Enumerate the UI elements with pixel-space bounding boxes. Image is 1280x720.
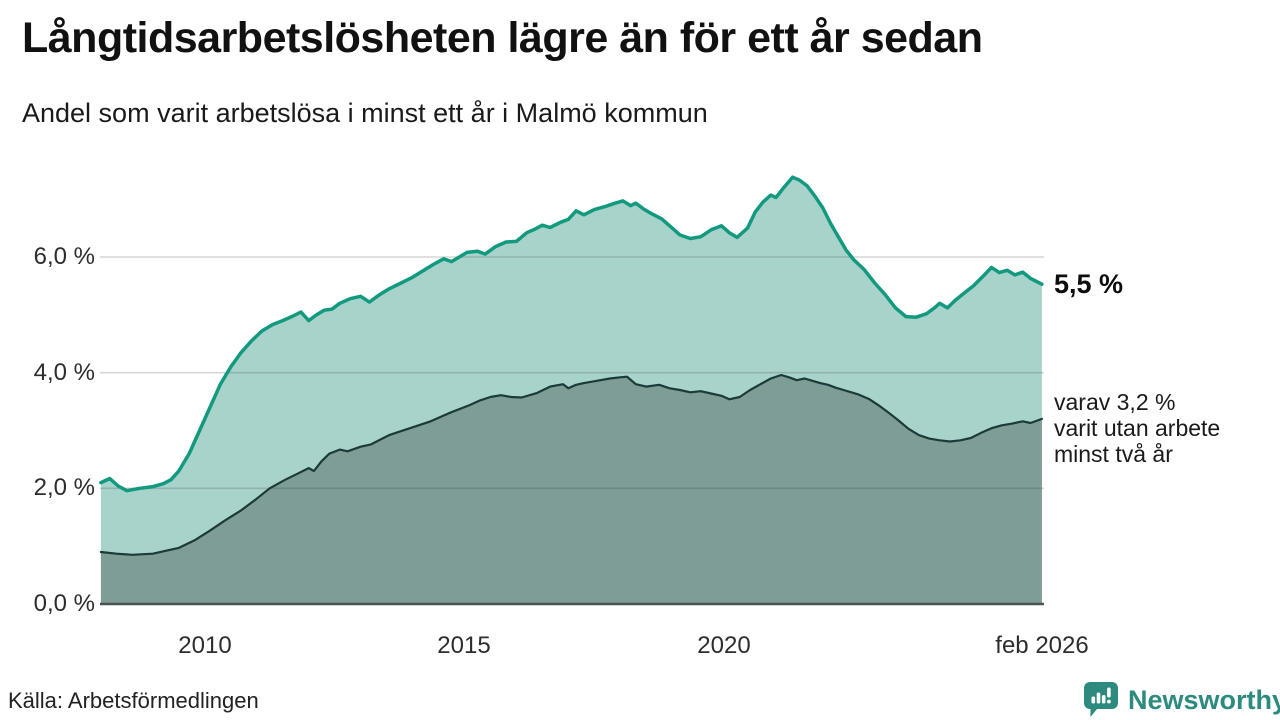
series-secondary-label: varav 3,2 % varit utan arbete minst två … (1054, 389, 1221, 467)
y-tick-0: 0,0 % (33, 590, 95, 617)
y-tick-4: 4,0 % (33, 359, 95, 386)
chart-title: Långtidsarbetslösheten lägre än för ett … (22, 14, 983, 62)
y-tick-2: 2,0 % (33, 474, 95, 501)
x-tick-2015: 2015 (437, 632, 491, 659)
newsworthy-wordmark: Newsworthy (1128, 685, 1280, 715)
line-minst-ett-ar (99, 175, 1044, 493)
chart-subtitle: Andel som varit arbetslösa i minst ett å… (22, 98, 708, 128)
x-tick-2020: 2020 (697, 632, 751, 659)
y-tick-6: 6,0 % (33, 243, 95, 270)
source-note: Källa: Arbetsförmedlingen (8, 688, 259, 713)
line-minst-tva-ar (99, 373, 1043, 556)
series-end-value-label: 5,5 % (1054, 269, 1124, 299)
gridlines (100, 256, 1044, 490)
x-tick-feb-2026: feb 2026 (995, 632, 1089, 659)
area-minst-tva-ar (100, 375, 1042, 604)
newsworthy-logo[interactable]: Newsworthy (1083, 681, 1280, 719)
x-tick-2010: 2010 (178, 632, 232, 659)
newsworthy-speech-bubble-chart-icon (1083, 681, 1119, 719)
